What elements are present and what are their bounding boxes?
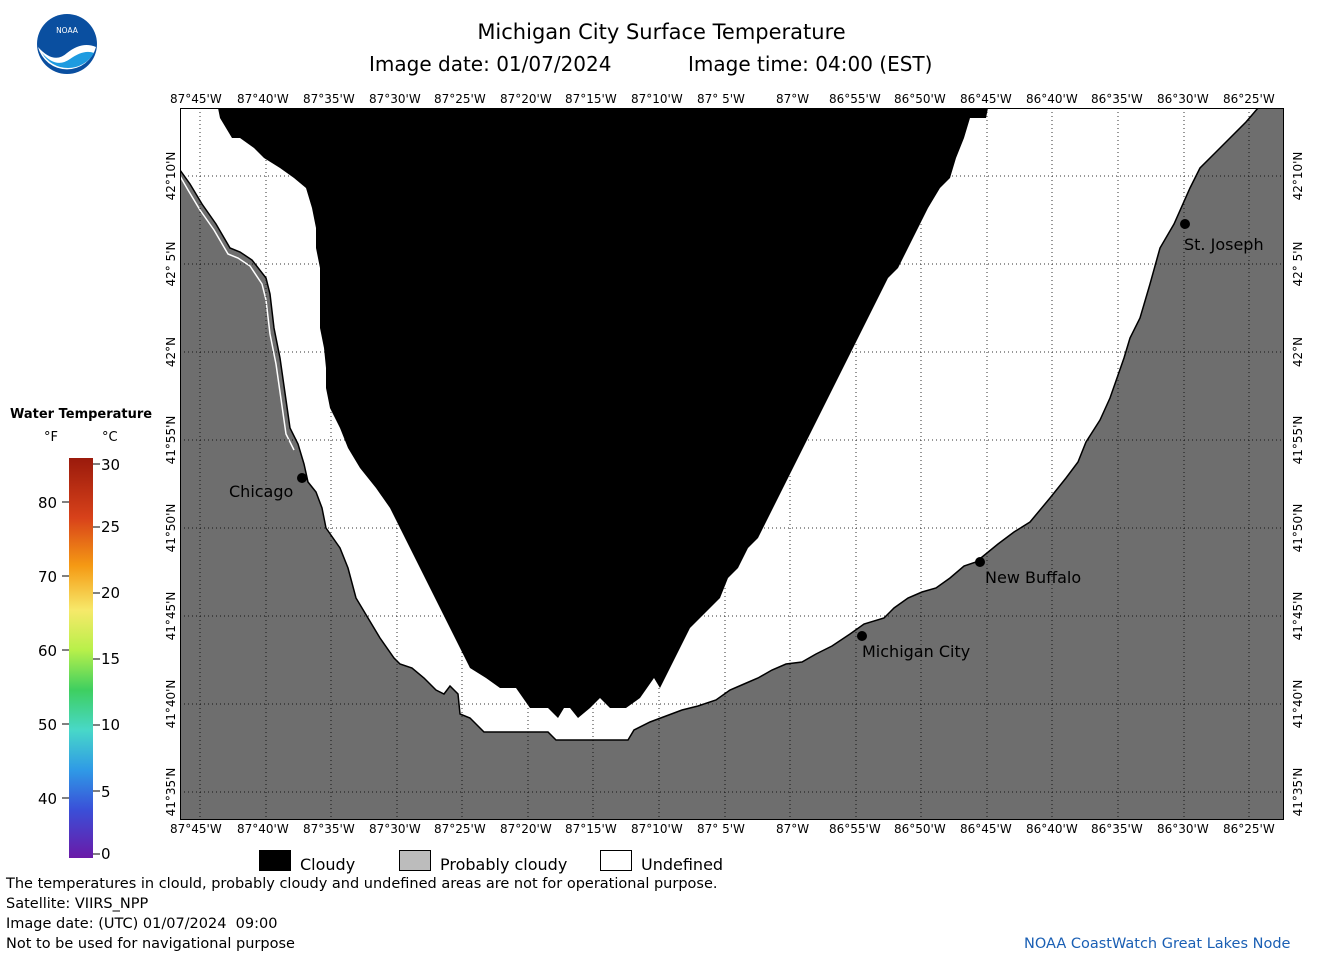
- lon-label-top: 87° 5'W: [697, 92, 745, 106]
- lat-label: 42° 5'N: [164, 242, 178, 287]
- lat-label: 41°50'N: [1291, 504, 1305, 553]
- scale-c-tick: 30: [101, 456, 121, 474]
- lat-labels-left: 42°10'N 42° 5'N 42°N 41°55'N 41°50'N 41°…: [164, 152, 178, 817]
- cloudy-area: [218, 108, 988, 718]
- lon-label-top: 87°35'W: [303, 92, 355, 106]
- lat-label: 41°45'N: [1291, 592, 1305, 641]
- st-joseph-label: St. Joseph: [1184, 235, 1264, 254]
- lon-label-top: 86°35'W: [1091, 92, 1143, 106]
- lon-label-top: 87°10'W: [631, 92, 683, 106]
- scale-f-tick: 60: [38, 642, 58, 660]
- lon-label-bottom: 87°40'W: [237, 822, 289, 836]
- svg-text:NOAA: NOAA: [56, 26, 79, 35]
- lon-label-bottom: 86°30'W: [1157, 822, 1209, 836]
- noaa-logo: NOAA: [37, 14, 97, 74]
- lon-label-bottom: 86°25'W: [1223, 822, 1275, 836]
- lat-label: 42°10'N: [164, 152, 178, 201]
- legend-undefined-swatch: [600, 850, 632, 871]
- new-buffalo-label: New Buffalo: [985, 568, 1082, 587]
- lon-label-top: 87°25'W: [434, 92, 486, 106]
- michigan-city-label: Michigan City: [862, 642, 971, 661]
- image-time: Image time: 04:00 (EST): [688, 52, 933, 76]
- lon-label-bottom: 87°10'W: [631, 822, 683, 836]
- lat-label: 41°55'N: [164, 416, 178, 465]
- lon-label-top: 86°45'W: [960, 92, 1012, 106]
- lon-label-bottom: 87°35'W: [303, 822, 355, 836]
- scale-c-tick: 20: [101, 584, 121, 602]
- lon-label-top: 87°40'W: [237, 92, 289, 106]
- lon-label-top: 87°30'W: [369, 92, 421, 106]
- michigan-city-marker: [857, 631, 867, 641]
- lat-label: 42°N: [1291, 337, 1305, 367]
- lat-label: 41°50'N: [164, 504, 178, 553]
- lat-label: 41°45'N: [164, 592, 178, 641]
- scale-ticks: [62, 463, 100, 855]
- note-disclaimer: The temperatures in clould, probably clo…: [6, 876, 718, 892]
- note-utc-date: Image date: (UTC) 01/07/2024 09:00: [6, 916, 278, 932]
- scale-c-tick: 0: [101, 845, 111, 863]
- lon-label-bottom: 87° 5'W: [697, 822, 745, 836]
- page-title: Michigan City Surface Temperature: [477, 20, 846, 44]
- lat-label: 42° 5'N: [1291, 242, 1305, 287]
- legend-undefined-label: Undefined: [641, 855, 724, 874]
- legend-probably-cloudy-swatch: [399, 850, 431, 871]
- probably-cloudy-area: [180, 108, 1284, 820]
- chicago-marker: [297, 473, 307, 483]
- lon-label-top: 86°55'W: [829, 92, 881, 106]
- lon-label-top: 86°50'W: [894, 92, 946, 106]
- scale-f-tick: 50: [38, 716, 58, 734]
- scale-f-tick: 80: [38, 494, 58, 512]
- image-date: Image date: 01/07/2024: [369, 52, 612, 76]
- temperature-map: [180, 108, 1284, 820]
- lon-label-bottom: 87°W: [776, 822, 810, 836]
- lat-label: 42°N: [164, 337, 178, 367]
- scale-c-tick: 25: [101, 518, 121, 536]
- credit-link[interactable]: NOAA CoastWatch Great Lakes Node: [1024, 936, 1291, 952]
- scale-f-tick: 70: [38, 568, 58, 586]
- legend-cloudy-label: Cloudy: [300, 855, 356, 874]
- lon-label-top: 87°W: [776, 92, 810, 106]
- lon-label-bottom: 87°15'W: [565, 822, 617, 836]
- scale-title: Water Temperature: [10, 407, 153, 422]
- lat-label: 41°40'N: [164, 680, 178, 729]
- note-satellite: Satellite: VIIRS_NPP: [6, 896, 149, 912]
- lat-label: 41°35'N: [1291, 768, 1305, 817]
- lon-label-top: 86°25'W: [1223, 92, 1275, 106]
- lat-label: 41°55'N: [1291, 416, 1305, 465]
- lon-label-bottom: 86°50'W: [894, 822, 946, 836]
- lon-label-top: 87°45'W: [170, 92, 222, 106]
- lon-label-bottom: 86°40'W: [1026, 822, 1078, 836]
- scale-c-tick: 5: [101, 783, 111, 801]
- legend-cloudy-swatch: [259, 850, 291, 871]
- chicago-label: Chicago: [229, 482, 294, 501]
- lon-label-bottom: 86°55'W: [829, 822, 881, 836]
- st-joseph-marker: [1180, 219, 1190, 229]
- lat-label: 41°35'N: [164, 768, 178, 817]
- lon-label-bottom: 86°35'W: [1091, 822, 1143, 836]
- map-grid: [180, 108, 1284, 820]
- lon-label-top: 87°20'W: [500, 92, 552, 106]
- temperature-color-bar: [69, 458, 93, 858]
- scale-c-tick: 10: [101, 716, 121, 734]
- new-buffalo-marker: [975, 557, 985, 567]
- lon-label-top: 87°15'W: [565, 92, 617, 106]
- lon-label-top: 86°40'W: [1026, 92, 1078, 106]
- lon-label-bottom: 87°20'W: [500, 822, 552, 836]
- lon-label-bottom: 87°45'W: [170, 822, 222, 836]
- note-navigation: Not to be used for navigational purpose: [6, 936, 295, 952]
- lon-label-bottom: 86°45'W: [960, 822, 1012, 836]
- lat-labels-right: 42°10'N 42° 5'N 42°N 41°55'N 41°50'N 41°…: [1291, 152, 1305, 817]
- legend-probably-cloudy-label: Probably cloudy: [440, 855, 568, 874]
- lon-label-bottom: 87°25'W: [434, 822, 486, 836]
- scale-f-tick: 40: [38, 790, 58, 808]
- lat-label: 41°40'N: [1291, 680, 1305, 729]
- lon-label-top: 86°30'W: [1157, 92, 1209, 106]
- lat-label: 42°10'N: [1291, 152, 1305, 201]
- scale-unit-f: °F: [44, 430, 58, 445]
- scale-unit-c: °C: [102, 430, 118, 445]
- lon-label-bottom: 87°30'W: [369, 822, 421, 836]
- scale-c-tick: 15: [101, 650, 121, 668]
